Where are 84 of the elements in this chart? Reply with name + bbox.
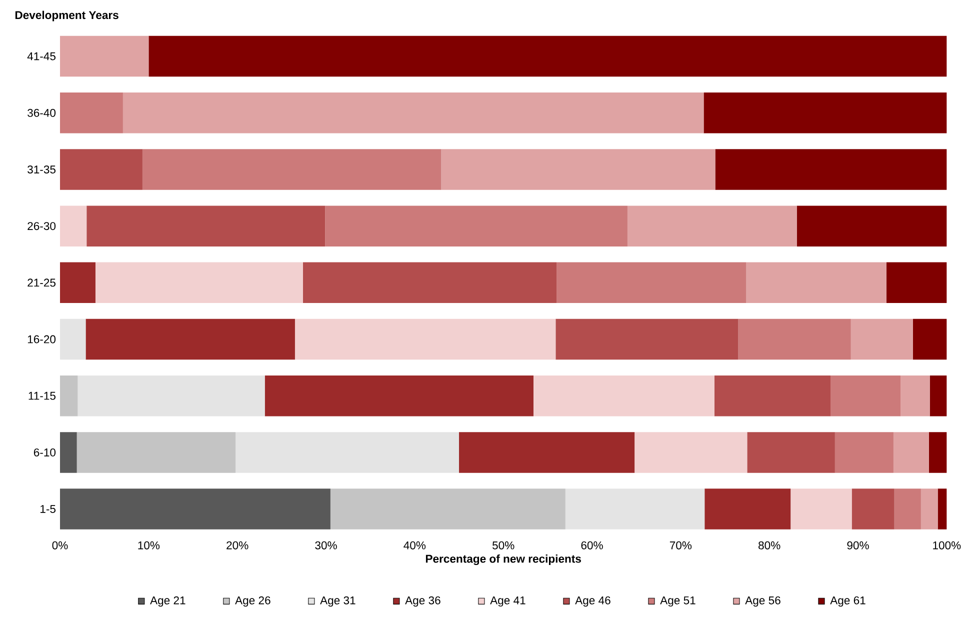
bar (60, 319, 86, 360)
bar (60, 262, 96, 304)
bar (704, 488, 791, 530)
bar (938, 488, 947, 530)
bar (850, 319, 913, 360)
y-tick-label: 31-35 (28, 166, 56, 174)
y-tick-label: 1-5 (40, 505, 56, 514)
bar (60, 432, 77, 473)
legend-label: Age 21 (150, 596, 186, 607)
x-tick-label: 10% (138, 542, 160, 550)
bar (746, 262, 886, 304)
y-tick-label: 11-15 (28, 392, 56, 400)
bar (893, 432, 929, 473)
bar (886, 262, 947, 304)
legend-label: Age 61 (830, 596, 866, 607)
legend-label: Age 51 (660, 596, 696, 607)
bar (627, 206, 797, 247)
bar (928, 432, 947, 473)
bar (60, 149, 142, 190)
bar (565, 488, 705, 530)
x-axis-title: Percentage of new recipients (426, 554, 581, 566)
legend-label: Age 26 (235, 596, 270, 607)
bar (330, 488, 566, 530)
y-tick-label: 41-45 (27, 52, 56, 60)
legend-label: Age 56 (745, 596, 780, 607)
bar (60, 206, 87, 247)
x-tick-label: 50% (492, 542, 514, 550)
bar (148, 36, 947, 77)
legend-label: Age 36 (405, 596, 440, 607)
bar (78, 376, 265, 416)
bar (556, 319, 738, 360)
bar (236, 432, 460, 473)
y-tick-label: 36-40 (28, 109, 56, 118)
bar (747, 432, 835, 473)
bar (459, 432, 635, 473)
y-tick-label: 21-25 (28, 278, 56, 287)
y-tick-label: 16-20 (28, 335, 56, 344)
bar (142, 149, 442, 190)
bar (634, 432, 748, 473)
bar (60, 376, 78, 416)
bar (76, 432, 236, 473)
bar (86, 206, 326, 247)
legend-label: Age 41 (490, 596, 526, 607)
x-tick-label: 20% (226, 542, 248, 550)
bar (834, 432, 894, 473)
x-tick-label: 0% (52, 542, 68, 550)
bar (95, 262, 303, 304)
y-axis-title: Development Years (15, 10, 118, 22)
bar (912, 319, 947, 360)
bar (533, 376, 714, 416)
x-tick-label: 30% (315, 542, 337, 550)
bar (60, 488, 330, 530)
bar (264, 376, 534, 416)
bar (715, 149, 947, 190)
bar (325, 206, 628, 247)
bar (830, 376, 901, 416)
bar (900, 376, 930, 416)
x-tick-label: 90% (847, 542, 869, 550)
x-tick-label: 60% (581, 542, 603, 550)
x-tick-label: 100% (933, 542, 961, 550)
bar (704, 92, 947, 134)
x-tick-label: 70% (670, 542, 692, 550)
bar (60, 92, 123, 134)
bar (60, 36, 149, 77)
bar (441, 149, 716, 190)
bar (86, 319, 295, 360)
bar (852, 488, 894, 530)
bar (122, 92, 704, 134)
y-tick-label: 26-30 (28, 222, 56, 230)
legend-label: Age 31 (320, 596, 356, 607)
bar (738, 319, 851, 360)
x-tick-label: 80% (758, 542, 780, 550)
bar (302, 262, 557, 304)
bar (294, 319, 556, 360)
bar (796, 206, 947, 247)
bar (894, 488, 921, 530)
legend-label: Age 46 (575, 596, 610, 607)
y-tick-label: 6-10 (34, 448, 56, 457)
bar (556, 262, 746, 304)
x-tick-label: 40% (404, 542, 426, 550)
bar (714, 376, 831, 416)
bar (920, 488, 938, 530)
bar (930, 376, 947, 416)
bar (790, 488, 852, 530)
